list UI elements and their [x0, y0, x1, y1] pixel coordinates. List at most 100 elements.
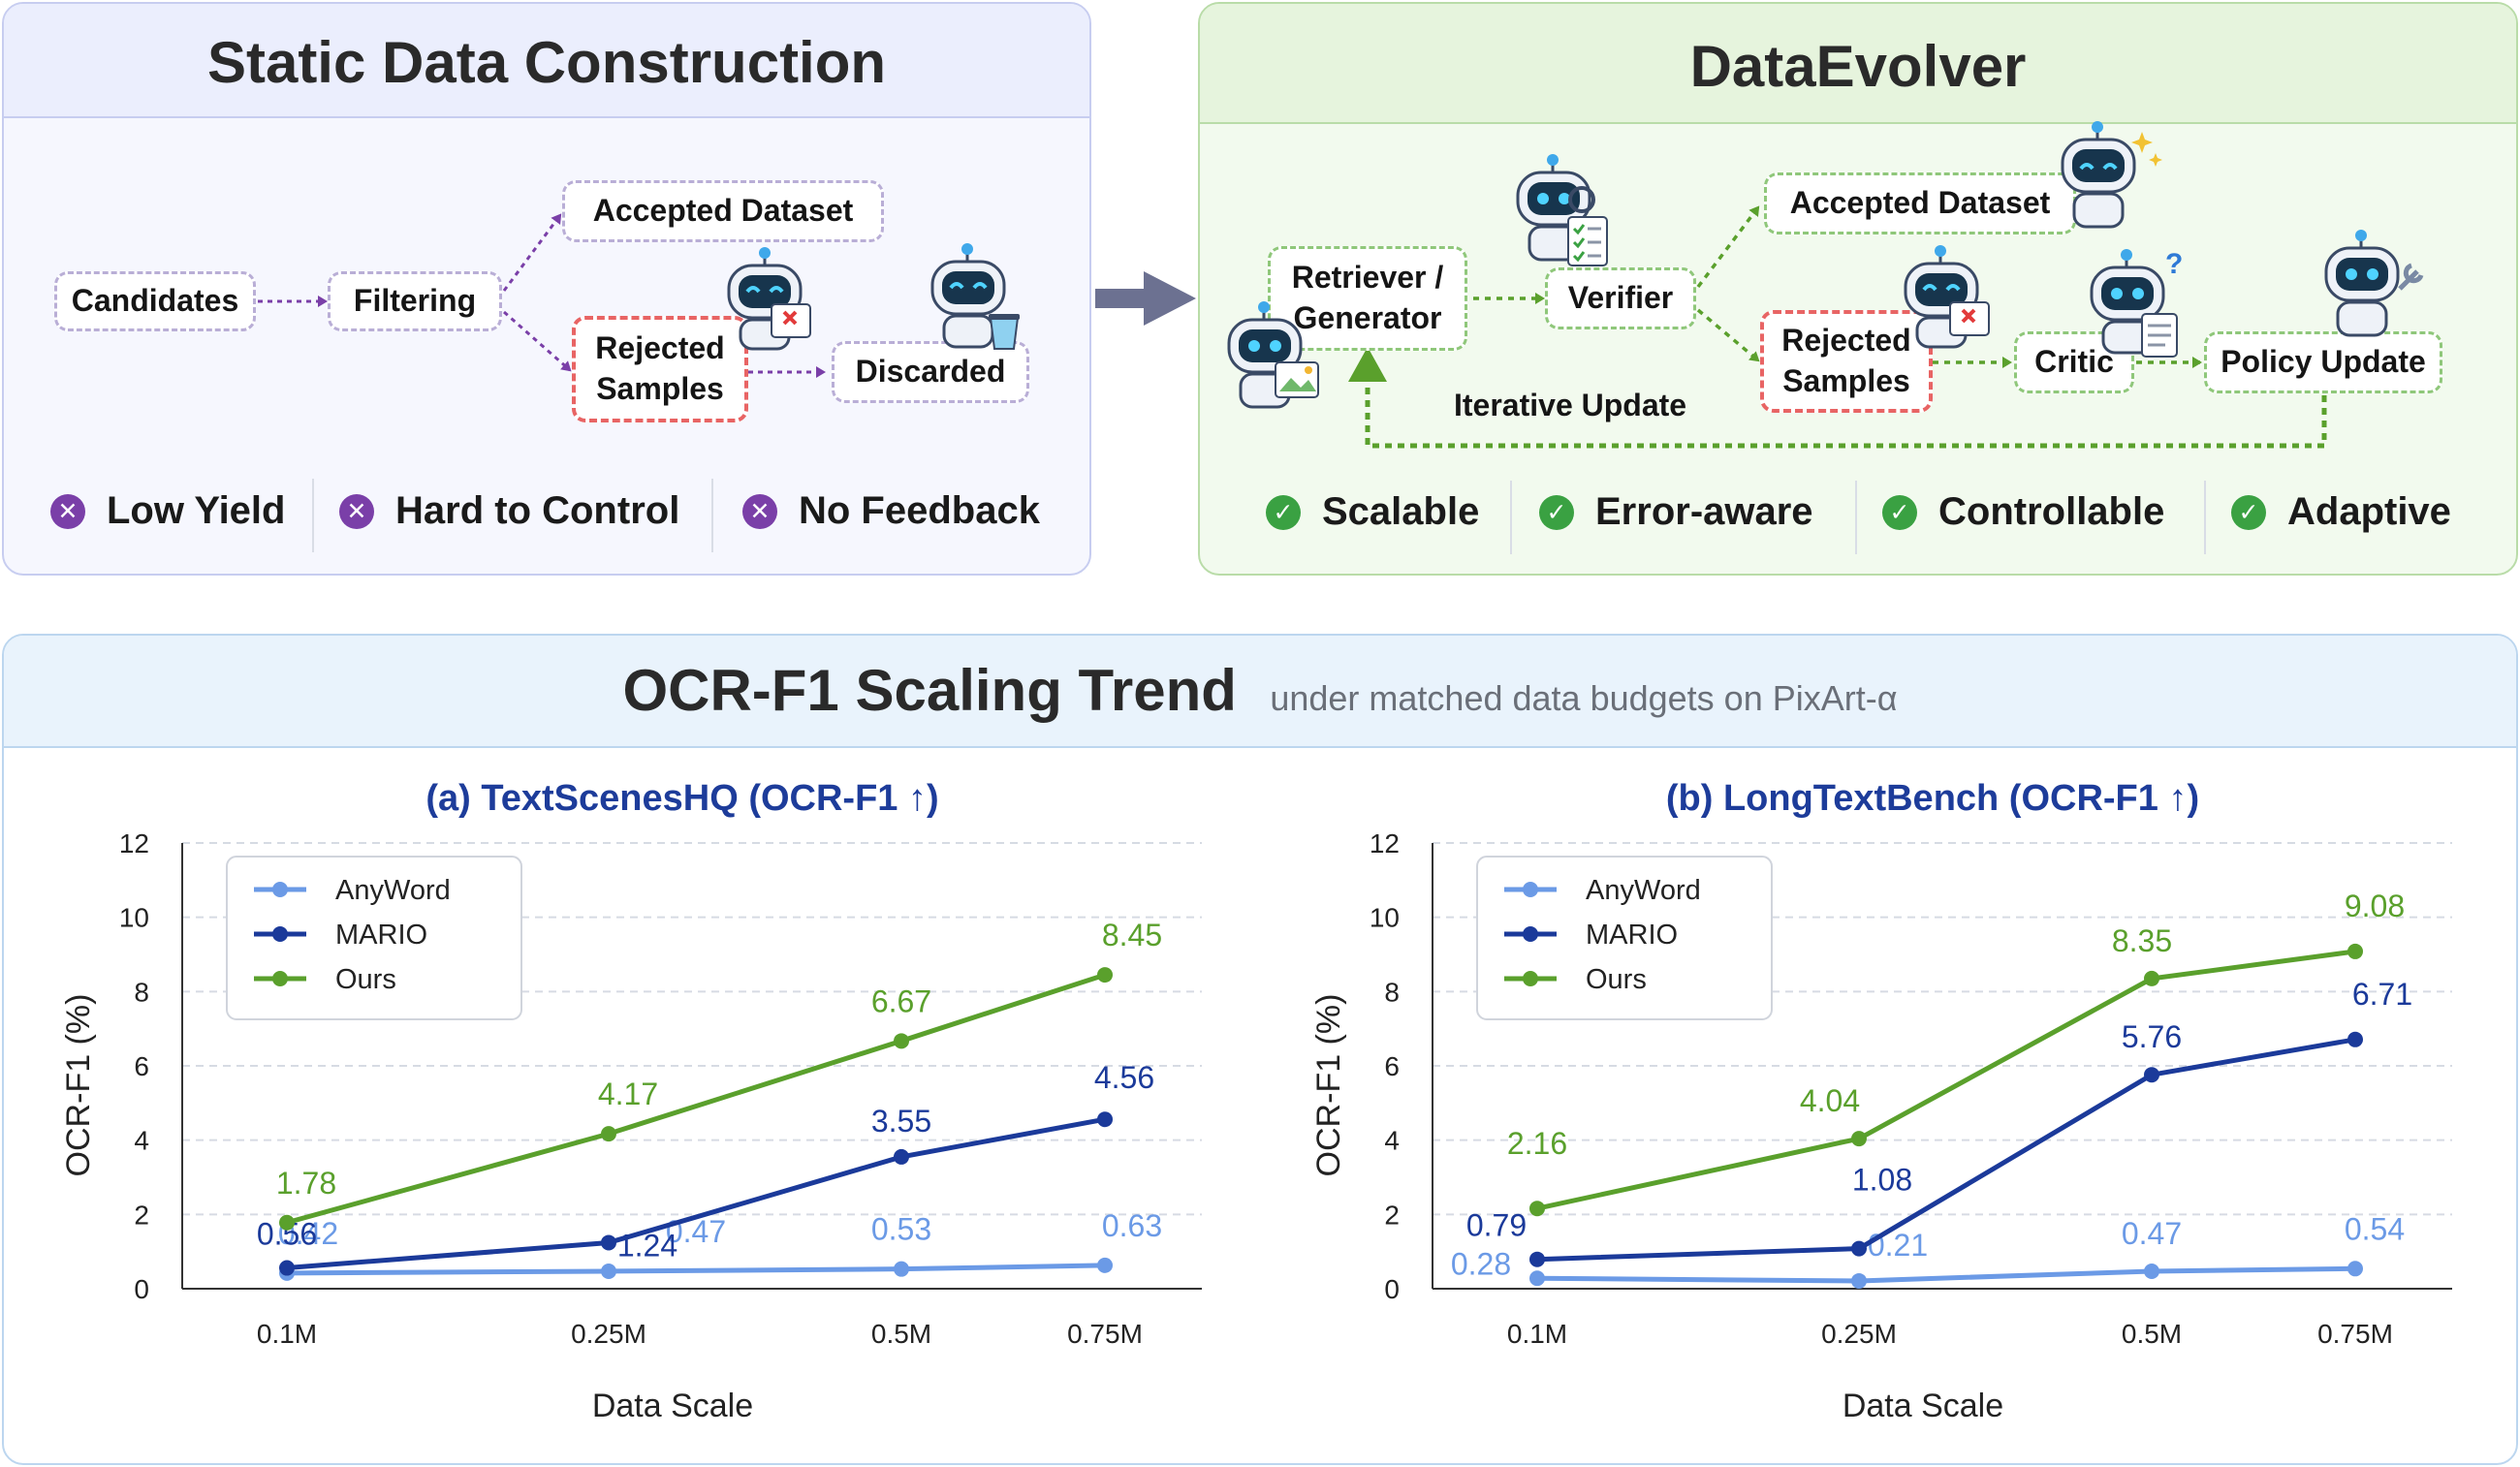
- y-tick-label: 8: [134, 977, 149, 1007]
- data-label: 1.24: [617, 1228, 677, 1263]
- arrow-verifier-accepted: [1696, 205, 1760, 289]
- iterative-update-label: Iterative Update: [1454, 388, 1687, 422]
- arrow-verifier-rejected: [1696, 308, 1760, 362]
- dataevolver-header: [1200, 4, 2516, 124]
- x-circle-icon: ✕: [50, 493, 85, 529]
- data-label: 4.04: [1800, 1083, 1860, 1118]
- robot-generator-icon: [1227, 301, 1319, 409]
- feature-label: Scalable: [1322, 490, 1480, 533]
- data-point: [1097, 1257, 1113, 1273]
- data-point: [1529, 1201, 1545, 1217]
- arrow-filtering-accepted: [502, 213, 562, 292]
- chart-title: (a) TextScenesHQ (OCR-F1 ↑): [425, 778, 938, 819]
- legend-label: AnyWord: [335, 875, 451, 906]
- data-label: 0.53: [871, 1212, 931, 1247]
- data-label: 0.47: [2122, 1216, 2182, 1251]
- y-axis-label: OCR-F1 (%): [60, 994, 97, 1177]
- robot-verifier-icon: [1516, 154, 1608, 266]
- legend-marker: [1523, 882, 1538, 897]
- accepted-dataset-node: Accepted Dataset: [1764, 172, 2076, 234]
- feature-label: Adaptive: [2287, 490, 2451, 533]
- feature-low-yield: ✕ Low Yield: [50, 489, 285, 533]
- series-line-ours: [1536, 949, 2356, 1211]
- data-label: 9.08: [2345, 889, 2405, 923]
- data-point: [601, 1234, 616, 1251]
- feature-error-aware: ✓ Error-aware: [1539, 490, 1813, 534]
- y-tick-label: 4: [1384, 1126, 1400, 1156]
- legend-label: MARIO: [1586, 920, 1678, 951]
- panel-transition-arrow-icon: [1095, 271, 1196, 326]
- scaling-trend-subtitle: under matched data budgets on PixArt-α: [1270, 678, 1898, 718]
- y-tick-label: 4: [134, 1126, 149, 1156]
- data-point: [2144, 970, 2159, 986]
- static-data-title: Static Data Construction: [206, 30, 887, 95]
- data-point: [1097, 967, 1113, 983]
- chart-title: (b) LongTextBench (OCR-F1 ↑): [1666, 778, 2199, 819]
- data-label: 8.35: [2112, 923, 2172, 958]
- x-tick-label: 0.25M: [571, 1319, 646, 1349]
- data-label: 1.08: [1852, 1163, 1912, 1198]
- data-point: [1851, 1272, 1867, 1289]
- data-point: [1097, 1111, 1113, 1128]
- filtering-node: Filtering: [328, 271, 502, 331]
- chart-a: (a) TextScenesHQ (OCR-F1 ↑) 0 2 4 6 8 10 12 0.1M…: [60, 778, 1202, 1424]
- rejected-line2: Samples: [596, 371, 724, 406]
- candidates-node: Candidates: [54, 271, 256, 331]
- retriever-generator-node: Retriever / Generator: [1268, 246, 1467, 351]
- robot-trash-icon: [930, 243, 1020, 350]
- data-label: 0.47: [666, 1214, 726, 1249]
- divider: [1855, 481, 1857, 554]
- robot-reject-icon: [1904, 245, 1990, 349]
- legend-marker: [1523, 926, 1538, 942]
- divider: [711, 479, 713, 552]
- rejected-line1: Rejected: [595, 330, 725, 366]
- evolver-flow-arrows: [1348, 205, 2327, 449]
- x-tick-label: 0.75M: [2317, 1319, 2393, 1349]
- data-point: [279, 1260, 295, 1276]
- data-label: 0.21: [1868, 1228, 1928, 1263]
- data-point: [894, 1261, 909, 1277]
- x-axis-label: Data Scale: [592, 1388, 753, 1424]
- divider: [1510, 481, 1512, 554]
- legend-label: Ours: [1586, 964, 1647, 995]
- data-point: [2347, 1261, 2363, 1277]
- robot-accepted-icon: [2061, 121, 2162, 229]
- data-point: [279, 1214, 295, 1231]
- rejected-line1: Rejected: [1781, 323, 1911, 359]
- retriever-line1: Retriever /: [1291, 260, 1444, 296]
- retriever-line2: Generator: [1293, 300, 1442, 335]
- x-circle-icon: ✕: [742, 493, 777, 529]
- feature-controllable: ✓ Controllable: [1882, 490, 2164, 534]
- y-tick-label: 12: [119, 828, 149, 858]
- critic-node: Critic: [2014, 331, 2134, 393]
- feature-label: Low Yield: [107, 489, 286, 532]
- policy-update-node: Policy Update: [2204, 331, 2442, 393]
- verifier-node: Verifier: [1545, 267, 1696, 329]
- legend-label: AnyWord: [1586, 875, 1701, 906]
- data-point: [1529, 1270, 1545, 1287]
- x-tick-label: 0.5M: [2122, 1319, 2182, 1349]
- chart-b: (b) LongTextBench (OCR-F1 ↑) 0 2 4 6 8 10 12 0.1…: [1310, 778, 2452, 1424]
- data-label: 6.67: [871, 983, 931, 1018]
- data-point: [2347, 943, 2363, 959]
- legend-marker: [272, 971, 288, 986]
- feature-label: Controllable: [1938, 490, 2165, 533]
- dataevolver-title: DataEvolver: [1689, 34, 2027, 99]
- data-point: [2144, 1067, 2159, 1083]
- legend-marker: [1523, 971, 1538, 986]
- y-tick-label: 0: [134, 1274, 149, 1304]
- series-line-mario: [1536, 1037, 2356, 1263]
- data-label: 0.79: [1466, 1208, 1527, 1243]
- legend-marker: [272, 882, 288, 897]
- divider: [312, 479, 314, 552]
- y-tick-label: 2: [1384, 1200, 1400, 1230]
- scaling-trend-title: OCR-F1 Scaling Trend: [622, 658, 1237, 723]
- data-label: 2.16: [1507, 1126, 1567, 1161]
- series-line-mario: [286, 1116, 1106, 1271]
- data-label: 0.54: [2345, 1211, 2405, 1246]
- data-label: 0.63: [1102, 1208, 1162, 1243]
- series-line-anyword: [286, 1263, 1106, 1276]
- feature-scalable: ✓ Scalable: [1266, 490, 1479, 534]
- legend-marker: [272, 926, 288, 942]
- x-tick-label: 0.1M: [257, 1319, 317, 1349]
